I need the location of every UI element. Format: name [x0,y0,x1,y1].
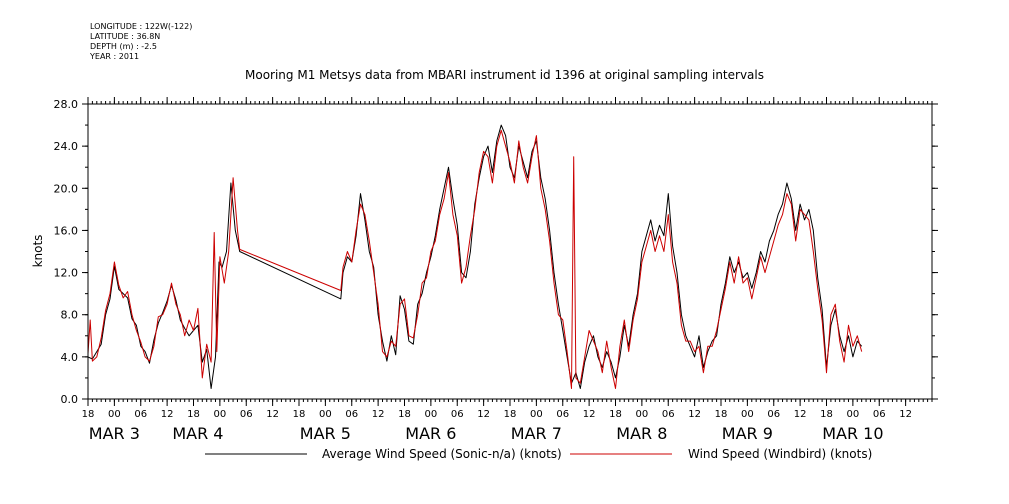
x-tick-label: 12 [266,409,279,420]
y-axis-label: knots [31,235,45,268]
x-tick-label: 18 [293,409,306,420]
x-tick-label: 00 [847,409,860,420]
series-line-1 [87,129,863,389]
chart-title: Mooring M1 Metsys data from MBARI instru… [245,68,764,82]
x-tick-label: 12 [372,409,385,420]
x-tick-label: 12 [477,409,490,420]
x-day-label: MAR 4 [172,424,223,443]
x-tick-label: 18 [398,409,411,420]
x-day-label: MAR 9 [722,424,773,443]
x-tick-label: 12 [899,409,912,420]
x-tick-label: 12 [794,409,807,420]
tick-layer: 0.0 4.0 8.0 12.0 16.0 20.0 24.0 28.0 18 00 06 12 18 0… [54,97,938,443]
legend-label-windbird: Wind Speed (Windbird) (knots) [688,447,872,461]
x-tick-label: 06 [556,409,569,420]
x-tick-label: 18 [609,409,622,420]
x-day-label: MAR 3 [89,424,140,443]
longitude-label: LONGITUDE : 122W(-122) [90,22,193,31]
x-tick-label: 18 [715,409,728,420]
x-tick-label: 00 [425,409,438,420]
x-tick-label: 06 [662,409,675,420]
y-tick-label: 8.0 [61,309,79,322]
legend-label-average-wind: Average Wind Speed (Sonic-n/a) (knots) [322,447,562,461]
y-tick-label: 24.0 [54,140,79,153]
y-tick-label: 28.0 [54,98,79,111]
legend: Average Wind Speed (Sonic-n/a) (knots) W… [205,447,872,461]
x-tick-label: 12 [161,409,174,420]
x-tick-label: 00 [741,409,754,420]
x-tick-label: 06 [240,409,253,420]
y-tick-label: 0.0 [61,393,79,406]
x-day-label: MAR 6 [405,424,456,443]
x-day-label: MAR 7 [511,424,562,443]
x-tick-label: 00 [530,409,543,420]
x-day-label: MAR 8 [616,424,667,443]
y-tick-label: 20.0 [54,182,79,195]
x-tick-label: 18 [820,409,833,420]
series-line-0 [87,124,863,389]
x-day-label: MAR 10 [822,424,883,443]
x-tick-label: 00 [108,409,121,420]
x-tick-label: 18 [504,409,517,420]
x-tick-label: 12 [583,409,596,420]
x-tick-label: 06 [873,409,886,420]
x-tick-label: 18 [82,409,95,420]
series-layer [87,124,863,389]
metadata-block: LONGITUDE : 122W(-122) LATITUDE : 36.8N … [90,22,192,62]
latitude-label: LATITUDE : 36.8N [90,32,161,41]
x-tick-label: 12 [688,409,701,420]
y-tick-label: 4.0 [61,351,79,364]
x-tick-label: 06 [134,409,147,420]
depth-label: DEPTH (m) : -2.5 [90,42,157,51]
y-tick-label: 16.0 [54,224,79,237]
x-tick-label: 06 [345,409,358,420]
x-tick-label: 00 [319,409,332,420]
x-tick-label: 18 [187,409,200,420]
x-tick-label: 06 [451,409,464,420]
x-day-label: MAR 5 [300,424,351,443]
x-tick-label: 00 [214,409,227,420]
x-tick-label: 06 [767,409,780,420]
year-label: YEAR : 2011 [90,52,140,61]
x-tick-label: 00 [636,409,649,420]
y-tick-label: 12.0 [54,267,79,280]
